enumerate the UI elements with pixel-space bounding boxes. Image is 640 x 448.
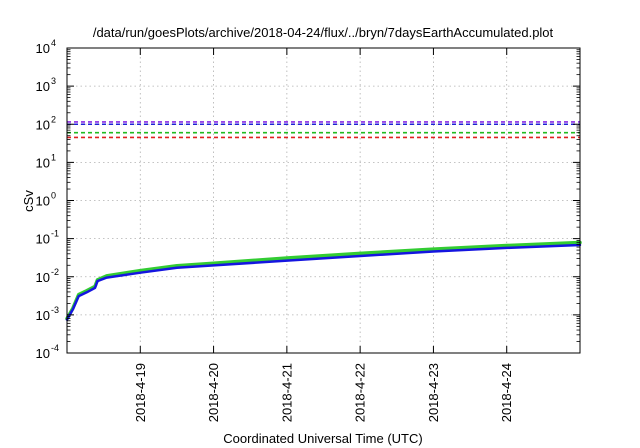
x-axis-label: Coordinated Universal Time (UTC) bbox=[223, 431, 422, 446]
y-tick-label-exponent: 2 bbox=[51, 114, 56, 124]
y-tick-label: 10 bbox=[36, 232, 50, 247]
y-tick-label: 10 bbox=[36, 155, 50, 170]
series-line bbox=[65, 243, 582, 321]
x-tick-label: 2018-4-22 bbox=[353, 363, 368, 422]
y-tick-label: 10 bbox=[36, 41, 50, 56]
threshold-lines bbox=[67, 121, 580, 139]
y-tick-label: 10 bbox=[36, 346, 50, 361]
y-tick-label: 10 bbox=[36, 194, 50, 209]
y-tick-label-exponent: -3 bbox=[51, 305, 59, 315]
x-tick-label: 2018-4-19 bbox=[133, 363, 148, 422]
x-tick-label: 2018-4-20 bbox=[206, 363, 221, 422]
y-tick-label-exponent: -4 bbox=[51, 343, 59, 353]
y-tick-label-exponent: -1 bbox=[51, 229, 59, 239]
series-line bbox=[65, 240, 582, 321]
x-axis: 2018-4-19 2018-4-20 2018-4-21 2018-4-22 2018… bbox=[133, 48, 514, 422]
y-tick-label-exponent: 0 bbox=[51, 191, 56, 201]
x-tick-label: 2018-4-23 bbox=[426, 363, 441, 422]
y-tick-label-exponent: 1 bbox=[51, 152, 56, 162]
y-tick-label-exponent: 4 bbox=[51, 38, 56, 48]
y-tick-label: 10 bbox=[36, 270, 50, 285]
y-tick-label: 10 bbox=[36, 308, 50, 323]
chart-title: /data/run/goesPlots/archive/2018-04-24/f… bbox=[93, 25, 554, 40]
x-tick-label: 2018-4-21 bbox=[279, 363, 294, 422]
y-axis-label: cSv bbox=[21, 190, 36, 212]
y-tick-label-exponent: -2 bbox=[51, 267, 59, 277]
y-tick-label: 10 bbox=[36, 117, 50, 132]
grid bbox=[67, 48, 580, 353]
series-lines bbox=[65, 240, 582, 321]
x-tick-label: 2018-4-24 bbox=[499, 363, 514, 422]
y-tick-label-exponent: 3 bbox=[51, 76, 56, 86]
y-tick-label: 10 bbox=[36, 79, 50, 94]
